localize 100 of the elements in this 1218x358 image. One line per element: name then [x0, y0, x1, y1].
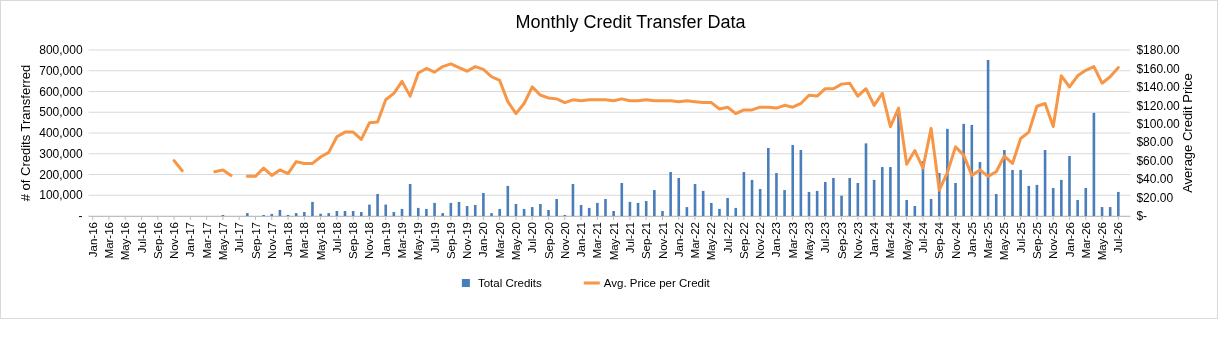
- bar: [962, 123, 965, 216]
- x-tick-label: Mar-18: [298, 222, 311, 259]
- y2-tick-label: $160.00: [1136, 61, 1181, 76]
- bar: [644, 201, 648, 216]
- bar: [620, 183, 624, 216]
- bar: [734, 207, 738, 216]
- x-tick-label: Mar-23: [786, 222, 799, 259]
- bar: [1084, 187, 1088, 216]
- x-tick-label: Nov-18: [363, 222, 376, 260]
- x-tick-label: Mar-20: [493, 222, 506, 259]
- y2-tick-label: $40.00: [1136, 172, 1174, 187]
- x-tick-label: May-18: [314, 222, 327, 261]
- x-tick-label: Sep-21: [640, 222, 653, 260]
- bar: [530, 207, 534, 216]
- bar: [359, 212, 363, 216]
- bar: [376, 194, 379, 216]
- bar: [433, 202, 436, 216]
- x-tick-label: Sep-22: [737, 222, 750, 260]
- bar: [669, 172, 672, 216]
- x-tick-label: Mar-25: [982, 222, 995, 259]
- bar: [384, 204, 388, 216]
- x-tick-label: Jul-16: [135, 222, 148, 254]
- x-tick-label: Sep-16: [151, 222, 164, 260]
- y-tick-label: 500,000: [39, 105, 83, 120]
- x-tick-label: Nov-16: [168, 222, 181, 260]
- x-tick-label: Jul-23: [819, 222, 832, 254]
- x-tick-label: May-26: [1096, 222, 1109, 261]
- bar: [661, 211, 664, 216]
- y-tick-label: -: [78, 209, 83, 224]
- bar: [587, 207, 591, 216]
- x-tick-label: Sep-17: [249, 222, 262, 260]
- x-tick-label: Mar-19: [396, 222, 409, 259]
- bar: [823, 181, 827, 216]
- x-tick-label: Jan-18: [282, 222, 295, 258]
- x-tick-label: Mar-16: [102, 222, 115, 259]
- x-tick-label: Jul-17: [233, 222, 246, 254]
- x-tick-label: May-21: [607, 222, 620, 261]
- x-tick-label: Jan-23: [770, 222, 783, 258]
- x-tick-label: May-22: [705, 222, 718, 261]
- x-tick-label: Jul-21: [623, 222, 636, 254]
- x-tick-label: Jan-19: [379, 222, 392, 258]
- x-tick-label: Nov-22: [754, 222, 767, 260]
- y2-axis-title: Average Credit Price: [1180, 73, 1195, 193]
- bar: [783, 190, 786, 216]
- bar: [1003, 150, 1006, 216]
- x-tick-label: Jul-22: [721, 222, 734, 254]
- chart-title: Monthly Credit Transfer Data: [515, 12, 747, 32]
- y2-tick-label: $120.00: [1136, 98, 1181, 113]
- y-tick-label: 200,000: [39, 167, 83, 182]
- x-tick-label: Sep-25: [1030, 222, 1043, 260]
- x-tick-label: Jan-17: [184, 222, 197, 258]
- y2-tick-label: $100.00: [1136, 116, 1181, 131]
- y2-tick-label: $80.00: [1136, 135, 1174, 150]
- bar: [775, 173, 778, 216]
- x-tick-label: Jan-21: [575, 222, 588, 258]
- bar: [677, 178, 681, 216]
- x-tick-label: Jul-24: [916, 221, 929, 254]
- bar: [897, 112, 900, 216]
- x-tick-label: May-17: [216, 222, 229, 261]
- x-tick-label: Jan-26: [1063, 222, 1076, 258]
- bar: [425, 208, 428, 216]
- bar: [954, 183, 957, 216]
- bar: [994, 194, 998, 216]
- x-tick-label: Nov-21: [656, 222, 669, 260]
- x-tick-label: Mar-22: [689, 222, 702, 259]
- x-tick-label: Sep-24: [933, 221, 946, 260]
- y-axis-title: # of Credits Transferred: [18, 64, 33, 202]
- bar: [767, 147, 770, 216]
- bar: [246, 213, 249, 216]
- y-tick-label: 600,000: [39, 84, 83, 99]
- x-tick-label: Nov-17: [265, 222, 278, 260]
- bar: [490, 213, 493, 216]
- x-tick-label: Sep-18: [347, 222, 360, 260]
- bar: [596, 202, 599, 216]
- bar: [718, 208, 721, 216]
- bar: [368, 204, 371, 216]
- x-tick-label: Jul-26: [1112, 222, 1125, 254]
- bar: [539, 203, 542, 216]
- x-tick-label: Sep-20: [542, 222, 555, 260]
- x-tick-label: Sep-19: [444, 222, 457, 260]
- x-tick-label: Nov-24: [949, 221, 962, 260]
- x-tick-label: May-20: [509, 222, 522, 261]
- x-tick-label: Jul-19: [428, 222, 441, 254]
- y-tick-label: 800,000: [39, 43, 83, 58]
- y-tick-label: 700,000: [39, 63, 83, 78]
- x-tick-label: Mar-24: [884, 221, 897, 259]
- bar: [905, 200, 908, 216]
- y2-tick-label: $140.00: [1136, 80, 1181, 95]
- bar: [1027, 185, 1031, 216]
- x-tick-label: Sep-23: [835, 222, 848, 260]
- x-tick-label: May-25: [998, 222, 1011, 261]
- x-tick-label: May-16: [119, 222, 132, 261]
- bar: [498, 208, 501, 216]
- x-tick-label: Nov-20: [558, 222, 571, 260]
- x-tick-label: Jul-18: [330, 222, 343, 254]
- legend-label: Avg. Price per Credit: [603, 277, 711, 290]
- x-tick-label: Mar-17: [200, 222, 213, 259]
- bar: [848, 178, 852, 216]
- bar: [889, 167, 892, 216]
- bar: [880, 167, 884, 216]
